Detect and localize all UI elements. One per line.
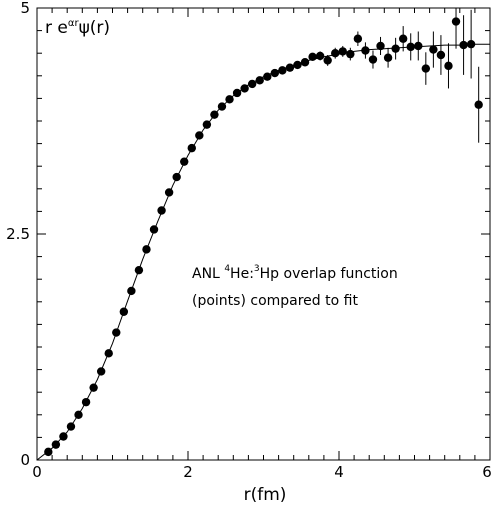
data-point — [368, 55, 378, 64]
data-point — [127, 286, 136, 296]
data-point — [270, 68, 280, 78]
data-point — [225, 95, 234, 104]
y-axis-label-prefix: r e — [45, 18, 68, 38]
data-point — [149, 225, 159, 234]
data-point — [157, 206, 166, 215]
data-point — [398, 34, 408, 43]
data-point — [331, 49, 340, 58]
data-point — [315, 51, 325, 61]
data-point — [172, 172, 181, 182]
data-point — [232, 88, 242, 98]
data-point — [81, 397, 91, 407]
x-tick-label-0: 0 — [32, 463, 42, 481]
data-point — [89, 383, 98, 392]
data-point — [383, 53, 393, 62]
y-tick-label-2: 5 — [20, 0, 30, 17]
annotation-suffix: Hp overlap function — [260, 266, 398, 282]
data-point — [376, 41, 385, 51]
data-point — [293, 60, 302, 70]
data-point — [66, 422, 76, 431]
x-tick-label-2: 4 — [334, 463, 344, 481]
data-point — [104, 349, 113, 358]
data-point — [414, 41, 423, 51]
annotation-line2: (points) compared to fit — [192, 293, 358, 309]
data-point — [44, 447, 53, 457]
y-axis-label: r eαrψ(r) — [45, 18, 110, 38]
y-tick-label-0: 0 — [20, 451, 30, 469]
data-point — [278, 66, 287, 75]
data-point — [134, 265, 144, 275]
annotation-line1: ANL 4He:3Hp overlap function — [192, 264, 398, 282]
data-point — [164, 188, 174, 197]
data-point — [59, 432, 68, 441]
data-point — [119, 307, 129, 316]
y-axis-label-exp: αr — [68, 18, 80, 29]
x-axis-label: r(fm) — [244, 485, 287, 505]
data-point — [285, 63, 295, 72]
annotation-sup1: 4 — [224, 264, 230, 274]
axis-ticks — [36, 7, 491, 461]
error-bars — [312, 8, 480, 143]
data-point — [112, 328, 121, 337]
data-point — [361, 46, 370, 55]
data-point — [323, 56, 332, 65]
data-point — [459, 40, 468, 50]
data-point — [391, 44, 400, 53]
data-point — [202, 120, 212, 129]
data-point — [451, 17, 461, 26]
data-point — [240, 84, 249, 93]
annotation-prefix: ANL — [192, 266, 224, 282]
x-tick-label-1: 2 — [183, 463, 193, 481]
data-point — [300, 58, 310, 67]
fit-line — [36, 43, 490, 461]
data-point — [210, 110, 219, 119]
data-point — [74, 410, 83, 419]
data-point — [429, 45, 438, 54]
data-point — [195, 131, 204, 140]
data-point — [187, 143, 196, 153]
data-point — [142, 245, 151, 254]
data-point — [353, 34, 363, 43]
data-point — [96, 367, 106, 376]
data-point — [217, 102, 227, 111]
data-point — [255, 76, 264, 85]
data-point — [51, 440, 61, 449]
data-point — [308, 52, 317, 62]
annotation-mid: He: — [230, 266, 254, 282]
annotation-sup2: 3 — [254, 264, 260, 274]
x-tick-label-3: 6 — [482, 463, 492, 481]
data-points — [44, 17, 483, 457]
y-tick-label-1: 2.5 — [6, 225, 30, 243]
data-point — [406, 42, 415, 52]
data-point — [444, 61, 453, 71]
y-axis-label-suffix: ψ(r) — [79, 18, 110, 38]
data-point — [466, 39, 476, 49]
data-point — [421, 64, 431, 73]
data-point — [263, 72, 272, 81]
data-point — [346, 49, 355, 59]
data-point — [180, 157, 189, 166]
data-point — [436, 50, 446, 60]
data-point — [338, 47, 347, 56]
data-point — [247, 79, 257, 89]
data-point — [474, 100, 483, 109]
